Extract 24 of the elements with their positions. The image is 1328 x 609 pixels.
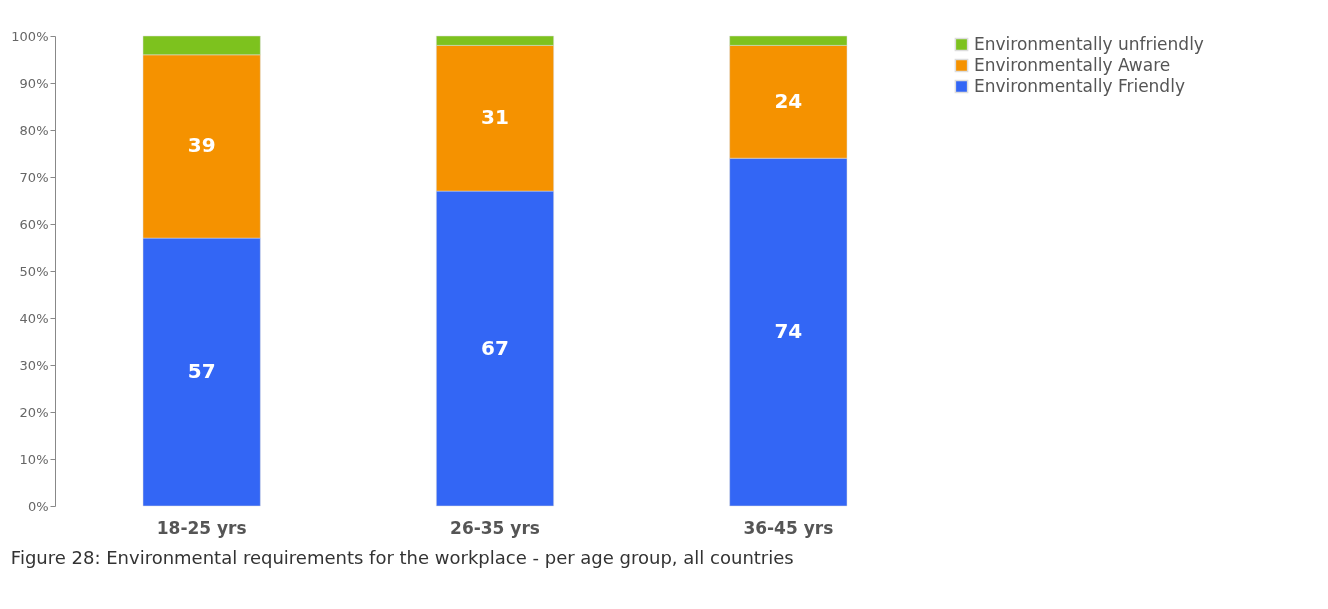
legend-label: Environmentally Friendly	[974, 75, 1185, 96]
y-tick-label: 10%	[19, 451, 49, 467]
y-tick-label: 100%	[11, 28, 49, 44]
caption: Figure 28: Environmental requirements for the workplace - per age group, all countries	[10, 547, 794, 568]
y-tick-label: 0%	[27, 498, 49, 514]
data-label: 57	[187, 359, 216, 384]
data-label: 24	[774, 88, 803, 113]
y-tick-label: 60%	[19, 216, 49, 232]
x-tick-label: 18-25 yrs	[156, 517, 247, 538]
y-tick-label: 50%	[19, 263, 49, 279]
data-label: 74	[774, 319, 803, 344]
x-tick-label: 36-45 yrs	[743, 517, 834, 538]
data-label: 39	[187, 133, 216, 158]
y-tick-label: 40%	[19, 310, 49, 326]
data-label: 31	[481, 105, 509, 130]
legend-label: Environmentally Aware	[974, 54, 1171, 75]
y-tick-label: 90%	[19, 75, 49, 91]
y-tick-label: 70%	[19, 169, 49, 185]
y-tick-label: 20%	[19, 404, 49, 420]
x-tick-label: 26-35 yrs	[450, 517, 540, 538]
data-label: 67	[481, 335, 509, 360]
y-tick-label: 80%	[19, 122, 49, 138]
y-tick-label: 30%	[19, 357, 49, 373]
legend-label: Environmentally unfriendly	[974, 33, 1204, 54]
